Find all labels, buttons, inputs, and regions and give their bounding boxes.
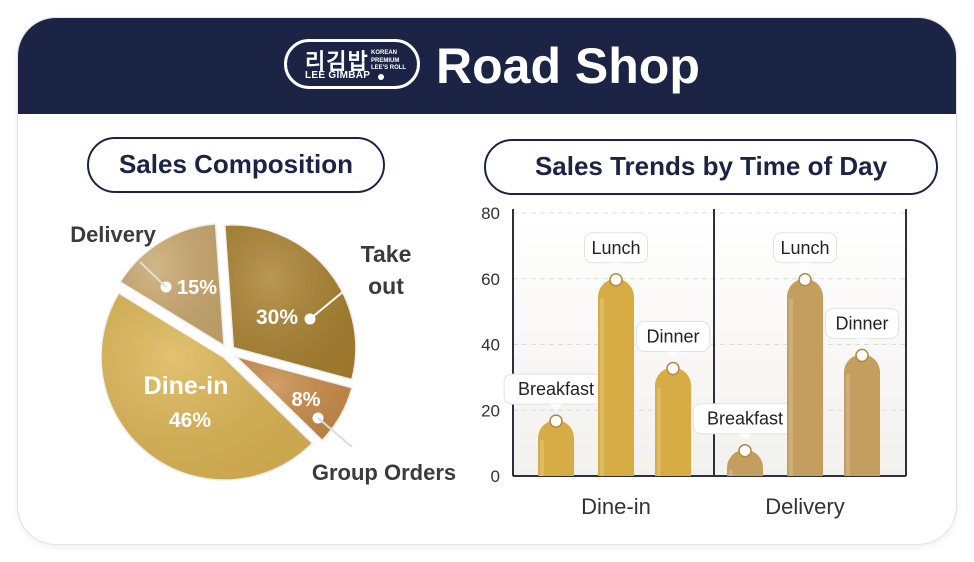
logo-dot [378, 74, 384, 80]
bar-label-pointer-0-0 [550, 404, 562, 411]
brand-logo: 리김밥 LEE GIMBAP KOREAN PREMIUM LEE'S ROLL [284, 39, 420, 89]
pie-chart-title: Sales Composition [87, 137, 385, 193]
bar-category-label-0-2: Dinner [646, 327, 699, 347]
pie-callout-line-1 [317, 417, 353, 448]
bar-category-label-1-0: Breakfast [707, 409, 783, 429]
pie-value-label-1: 8% [292, 389, 321, 411]
bar-label-pointer-1-0 [739, 433, 751, 440]
pie-category-label-0a: Take [361, 241, 412, 267]
logo-tagline: KOREAN PREMIUM LEE'S ROLL [371, 50, 407, 71]
pie-slice-shade-2 [100, 292, 314, 481]
bar-label-pointer-0-2 [667, 351, 679, 358]
pie-value-label-2: 46% [169, 409, 211, 432]
bar-label-pointer-0-1 [610, 262, 622, 269]
bar-label-pointer-1-2 [856, 338, 868, 345]
y-tick-label-0: 0 [491, 467, 500, 486]
bar-chart-title-text: Sales Trends by Time of Day [534, 151, 888, 181]
bar-point-marker-1-2 [855, 348, 869, 363]
bar-0-2 [655, 367, 691, 476]
bar-point-marker-1-1 [798, 273, 812, 287]
bar-1-0 [727, 449, 763, 476]
bar-chart: 0 20 40 60 80 Breakfast Lunch Dinner Breakfast Lu… [481, 204, 907, 519]
bar-label-pointer-1-1 [799, 262, 811, 269]
logo-english-text: LEE GIMBAP [305, 70, 371, 81]
bar-point-marker-0-2 [666, 361, 680, 376]
bar-point-marker-1-0 [738, 443, 752, 458]
y-tick-label-4: 80 [481, 204, 500, 223]
page-title: Road Shop [436, 38, 700, 94]
bar-0-1 [598, 278, 634, 476]
pie-value-label-0: 30% [256, 306, 298, 329]
y-tick-label-1: 20 [481, 401, 500, 420]
pie-category-label-1: Group Orders [312, 460, 456, 485]
bar-chart-title: Sales Trends by Time of Day [484, 139, 938, 195]
pie-category-label-0b: out [368, 273, 404, 299]
bar-category-label-0-1: Lunch [591, 238, 640, 258]
bar-1-1 [787, 278, 823, 476]
pie-slice-shade-3 [119, 223, 225, 347]
bar-category-label-0-0: Breakfast [518, 379, 594, 399]
pie-category-label-2: Dine-in [144, 372, 229, 400]
pie-callout-line-3 [139, 261, 167, 288]
pie-value-label-3: 15% [177, 277, 217, 299]
bar-category-label-1-1: Lunch [780, 238, 829, 258]
pie-chart-title-text: Sales Composition [118, 149, 354, 179]
logo-korean-text: 리김밥 [305, 49, 369, 74]
x-group-label-1: Delivery [765, 494, 844, 519]
pie-callout-line-0 [309, 285, 351, 320]
x-group-label-0: Dine-in [581, 494, 651, 519]
pie-category-label-3: Delivery [70, 222, 156, 247]
bar-1-2 [844, 354, 880, 476]
pie-slice-shade-0 [223, 224, 357, 381]
y-tick-label-3: 60 [481, 270, 500, 289]
bar-category-label-1-2: Dinner [835, 313, 888, 333]
bar-0-0 [538, 420, 574, 476]
header-bar: 리김밥 LEE GIMBAP KOREAN PREMIUM LEE'S ROLL… [18, 18, 956, 114]
bar-point-marker-0-1 [609, 273, 623, 287]
y-tick-label-2: 40 [481, 336, 500, 355]
pie-chart: 30% Take out 8% Group Orders Dine-in 46% 15% Del… [70, 221, 456, 485]
bar-point-marker-0-0 [549, 414, 563, 428]
